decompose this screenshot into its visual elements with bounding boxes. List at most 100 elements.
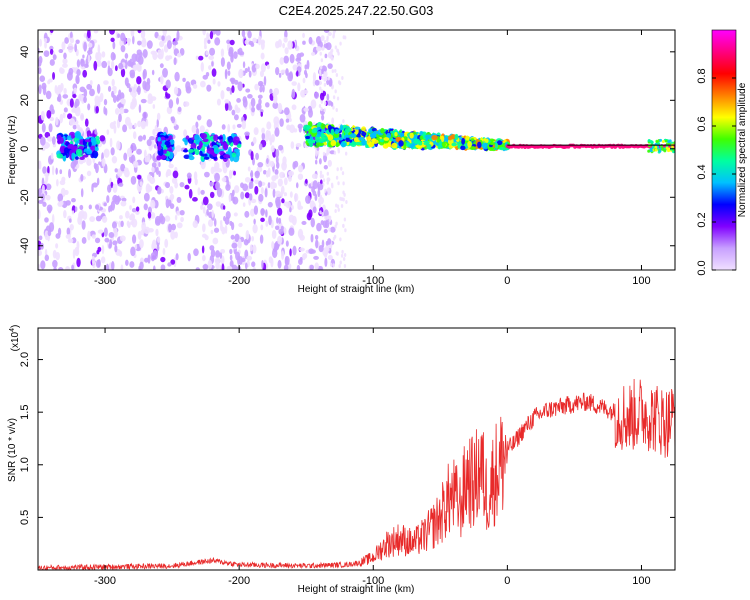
spectrogram-cell	[301, 220, 307, 226]
spectrogram-cell	[219, 219, 223, 226]
spectrogram-cell	[319, 65, 323, 70]
spectrogram-cell	[315, 239, 319, 249]
spectrogram-cell	[120, 98, 126, 105]
colorbar-tick-label: 0.4	[696, 164, 708, 179]
spectrogram-cell	[57, 84, 62, 90]
spectrogram-cell	[334, 128, 340, 135]
spectrogram-cell	[69, 118, 76, 126]
spectrogram-cell	[140, 30, 146, 39]
spectrogram-cell	[469, 146, 476, 151]
spectrogram-cell	[319, 194, 322, 199]
spectrogram-cell	[76, 257, 81, 268]
spectrogram-cell	[334, 45, 338, 50]
spectrogram-cell	[325, 42, 332, 51]
spectrogram-cell	[120, 32, 126, 42]
spectrogram-cell	[87, 103, 91, 111]
spectrogram-cell	[230, 234, 235, 240]
spectrogram-cell	[342, 181, 345, 186]
spectrogram-cell	[250, 198, 257, 204]
spectrogram-cell	[101, 244, 105, 255]
spectrogram-cell	[71, 133, 75, 139]
spectrogram-cell	[132, 160, 139, 168]
spectrogram-cell	[233, 212, 238, 217]
spectrogram-cell	[320, 58, 324, 63]
spectrogram-cell	[285, 118, 290, 123]
spectrogram-cell	[311, 173, 318, 179]
spectrogram-cell	[335, 175, 339, 180]
spectrogram-cell	[287, 40, 293, 50]
y-tick-label: 20	[19, 94, 31, 106]
spectrogram-cell	[233, 51, 238, 60]
spectrogram-cell	[221, 226, 226, 235]
snr-multiplier: (x104)	[9, 325, 21, 352]
spectrogram-cell	[330, 102, 334, 107]
spectrogram-cell	[76, 124, 80, 129]
spectrogram-cell	[143, 149, 147, 159]
spectrogram-cell	[260, 208, 265, 216]
spectrogram-cell	[349, 139, 353, 143]
spectrogram-cell	[227, 135, 234, 143]
spectrogram-cell	[134, 122, 137, 128]
spectrogram-cell	[72, 93, 77, 99]
spectrogram-cell	[235, 107, 241, 114]
spectrogram-cell	[147, 98, 154, 105]
spectrogram-cell	[238, 47, 243, 56]
spectrogram-cell	[336, 167, 339, 172]
spectrogram-cell	[323, 228, 328, 234]
spectrogram-cell	[226, 179, 230, 188]
spectrogram-cell	[192, 220, 198, 229]
spectrogram-cell	[97, 44, 101, 55]
spectrogram-cell	[58, 49, 64, 54]
spectrogram-cell	[238, 238, 242, 247]
x-tick-label: -300	[94, 275, 116, 287]
spectrogram-cell	[105, 263, 110, 270]
spectrogram-cell	[658, 149, 662, 153]
spectrogram-cell	[139, 261, 144, 270]
spectrogram-cell	[296, 70, 299, 77]
spectrogram-cell	[292, 161, 296, 170]
spectrogram-cell	[196, 114, 202, 121]
spectrogram-cell	[344, 151, 348, 156]
spectrogram-cell	[314, 91, 319, 99]
spectrogram-cell	[249, 244, 253, 252]
spectrogram-cell	[94, 147, 99, 152]
y-tick-label: 1.0	[19, 457, 31, 472]
spectrogram-cell	[91, 255, 96, 265]
spectrogram-cell	[137, 30, 142, 34]
spectrogram-cell	[125, 259, 129, 266]
spectrogram-cell	[42, 166, 47, 174]
spectrogram-cell	[323, 101, 327, 106]
spectrogram-cell	[114, 168, 118, 173]
spectrogram-cell	[200, 132, 208, 139]
spectrogram-cell	[284, 255, 290, 266]
spectrogram-cell	[207, 219, 214, 227]
spectrogram-cell	[195, 127, 200, 136]
spectrogram-cell	[151, 166, 155, 173]
spectrogram-cell	[199, 125, 205, 133]
spectrogram-cell	[212, 78, 216, 85]
spectrogram-cell	[40, 242, 44, 250]
spectrogram-cell	[215, 201, 222, 207]
spectrogram-cell	[62, 94, 69, 99]
spectrogram-cell	[306, 59, 310, 70]
spectrogram-cell	[231, 242, 238, 249]
spectrogram-cell	[126, 147, 133, 158]
spectrogram-cell	[295, 57, 302, 62]
spectrogram-cell	[215, 30, 221, 36]
spectrogram-cell	[81, 237, 87, 244]
spectrogram-cell	[337, 147, 340, 152]
spectrogram-cell	[68, 67, 74, 76]
spectrogram-cell	[97, 229, 104, 234]
spectrogram-cell	[341, 249, 344, 254]
spectrogram-cell	[244, 131, 250, 136]
spectrogram-cell	[649, 140, 653, 144]
spectrogram-cell	[261, 259, 264, 269]
spectrogram-cell	[223, 215, 226, 222]
spectrogram-cell	[226, 61, 231, 71]
spectrogram-cell	[654, 148, 658, 152]
spectrogram-cell	[257, 94, 263, 99]
spectrogram-cell	[132, 196, 136, 204]
spectrogram-cell	[150, 212, 156, 219]
spectrogram-cell	[302, 40, 306, 45]
spectrogram-cell	[336, 48, 339, 53]
